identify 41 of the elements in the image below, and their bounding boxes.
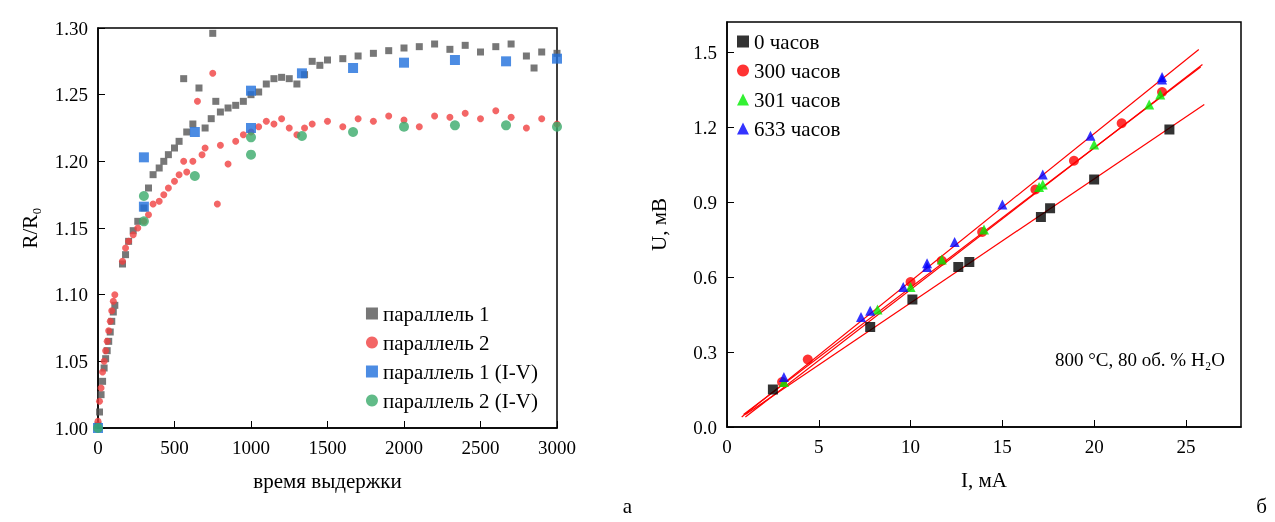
x-tick-label: 0: [722, 436, 732, 457]
x-axis-title: I, мА: [961, 467, 1008, 492]
y-tick-label: 1.20: [54, 150, 88, 172]
legend-label: параллель 2: [382, 330, 490, 355]
legend-label: 633 часов: [754, 116, 841, 141]
x-tick-label: 500: [160, 437, 189, 458]
y-tick-label: 0.0: [693, 416, 717, 438]
legend-label: 300 часов: [754, 58, 841, 83]
x-tick-label: 15: [992, 436, 1012, 457]
legend-label: параллель 1 (I-V): [382, 359, 539, 384]
y-tick-label: 1.15: [54, 217, 88, 239]
legend-label: параллель 2 (I-V): [382, 388, 539, 413]
y-tick-label: 1.10: [54, 284, 88, 306]
x-tick-label: 10: [901, 436, 921, 457]
y-tick-label: 0.6: [693, 266, 717, 288]
y-tick-label: 1.5: [693, 41, 717, 63]
annotation: 800 °C, 80 об. % H₂O: [1054, 349, 1226, 370]
text: а: [622, 493, 633, 518]
x-tick-label: 1000: [232, 437, 270, 458]
y-tick-label: 1.25: [54, 84, 88, 106]
y-axis-title: U, мВ: [646, 198, 671, 251]
y-tick-label: 0.9: [693, 191, 717, 213]
text: б: [1256, 493, 1267, 518]
x-tick-label: 5: [814, 436, 824, 457]
y-tick-label: 0.3: [693, 341, 717, 363]
legend-label: 0 часов: [754, 29, 820, 54]
x-tick-label: 2000: [385, 437, 423, 458]
legend-label: 301 часов: [754, 87, 841, 112]
x-tick-label: 1500: [308, 437, 347, 458]
x-tick-label: 2500: [461, 437, 500, 458]
y-tick-label: 1.05: [54, 350, 88, 372]
y-tick-label: 1.2: [693, 116, 717, 138]
x-axis-title: время выдержки: [253, 468, 402, 493]
y-tick-label: 1.30: [54, 17, 88, 39]
legend-label: параллель 1: [382, 301, 490, 326]
x-tick-label: 25: [1176, 436, 1196, 457]
y-axis-title: R/R₀: [17, 207, 42, 249]
y-tick-label: 1.00: [54, 417, 88, 439]
x-tick-label: 3000: [538, 437, 576, 458]
x-tick-label: 0: [93, 437, 103, 458]
x-tick-label: 20: [1084, 436, 1104, 457]
